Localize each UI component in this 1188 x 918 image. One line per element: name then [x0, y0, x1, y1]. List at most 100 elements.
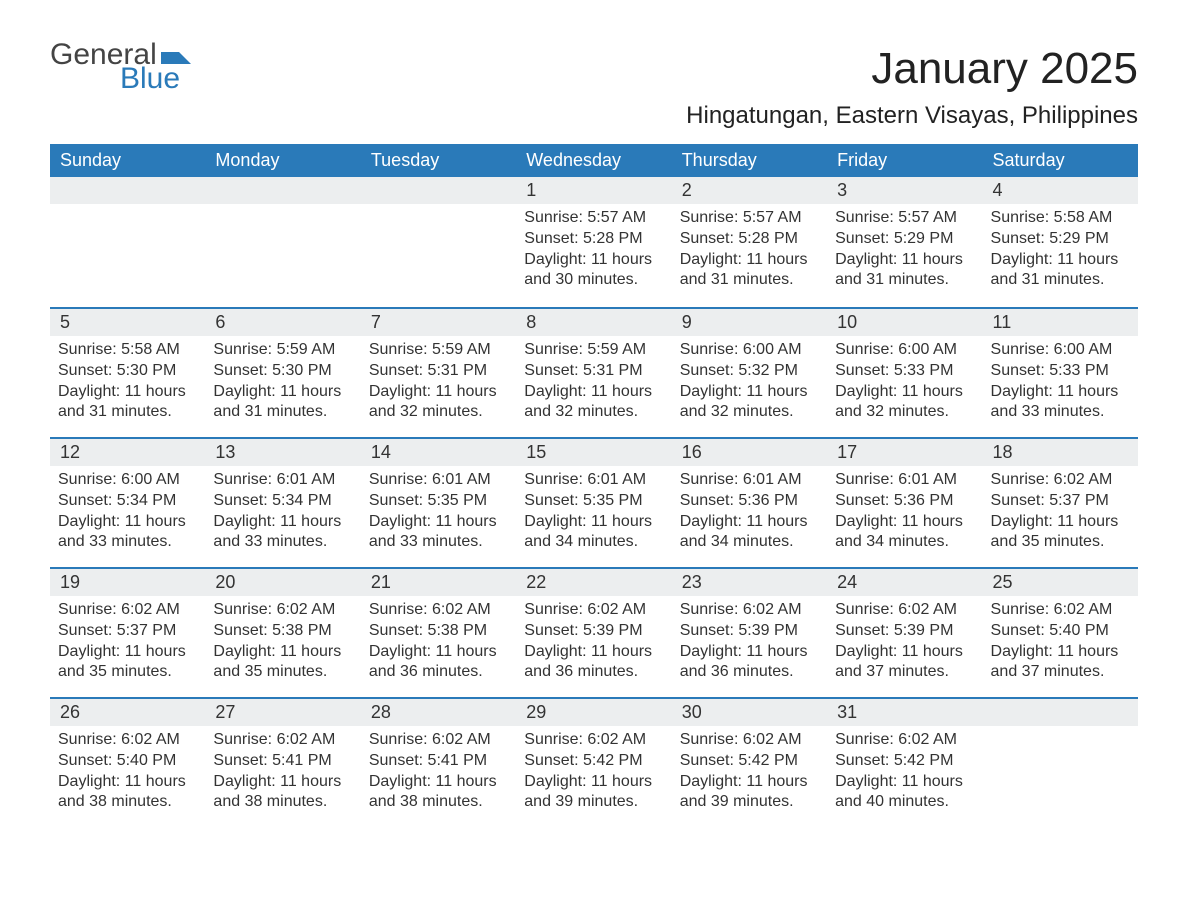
dow-cell: Wednesday [516, 144, 671, 177]
daylight-text: Daylight: 11 hours and 31 minutes. [991, 250, 1130, 292]
day-number: 27 [205, 699, 360, 726]
calendar-day: 13Sunrise: 6:01 AMSunset: 5:34 PMDayligh… [205, 439, 360, 567]
day-number: 10 [827, 309, 982, 336]
sunset-text: Sunset: 5:33 PM [991, 361, 1130, 382]
day-number: 24 [827, 569, 982, 596]
calendar: Sunday Monday Tuesday Wednesday Thursday… [50, 144, 1138, 827]
calendar-day: 3 Sunrise: 5:57 AMSunset: 5:29 PMDaylight… [827, 177, 982, 307]
day-number [50, 177, 205, 204]
sunrise-text: Sunrise: 6:01 AM [680, 470, 819, 491]
daylight-text: Daylight: 11 hours and 38 minutes. [369, 772, 508, 814]
daylight-text: Daylight: 11 hours and 30 minutes. [524, 250, 663, 292]
sunset-text: Sunset: 5:34 PM [58, 491, 197, 512]
day-details: Sunrise: 6:02 AMSunset: 5:38 PMDaylight:… [213, 600, 352, 683]
day-details: Sunrise: 5:58 AMSunset: 5:30 PMDaylight:… [58, 340, 197, 423]
sunset-text: Sunset: 5:41 PM [213, 751, 352, 772]
sunset-text: Sunset: 5:36 PM [835, 491, 974, 512]
day-details: Sunrise: 6:01 AMSunset: 5:36 PMDaylight:… [680, 470, 819, 553]
sunset-text: Sunset: 5:31 PM [369, 361, 508, 382]
calendar-day: 9Sunrise: 6:00 AMSunset: 5:32 PMDaylight… [672, 309, 827, 437]
sunset-text: Sunset: 5:40 PM [58, 751, 197, 772]
sunrise-text: Sunrise: 6:02 AM [680, 600, 819, 621]
calendar-day [361, 177, 516, 307]
calendar-day: 25Sunrise: 6:02 AMSunset: 5:40 PMDayligh… [983, 569, 1138, 697]
calendar-day: 2Sunrise: 5:57 AMSunset: 5:28 PMDaylight… [672, 177, 827, 307]
daylight-text: Daylight: 11 hours and 33 minutes. [213, 512, 352, 554]
daylight-text: Daylight: 11 hours and 36 minutes. [680, 642, 819, 684]
sunrise-text: Sunrise: 6:00 AM [991, 340, 1130, 361]
day-details: Sunrise: 5:59 AMSunset: 5:31 PMDaylight:… [524, 340, 663, 423]
calendar-week: 19 Sunrise: 6:02 AMSunset: 5:37 PMDayligh… [50, 567, 1138, 697]
day-details: Sunrise: 5:58 AMSunset: 5:29 PMDaylight:… [991, 208, 1130, 291]
sunrise-text: Sunrise: 5:57 AM [524, 208, 663, 229]
calendar-day: 6Sunrise: 5:59 AMSunset: 5:30 PMDaylight… [205, 309, 360, 437]
calendar-day: 8 Sunrise: 5:59 AMSunset: 5:31 PMDaylight… [516, 309, 671, 437]
weeks-container: 1 Sunrise: 5:57 AMSunset: 5:28 PMDaylight… [50, 177, 1138, 827]
dow-cell: Sunday [50, 144, 205, 177]
sunrise-text: Sunrise: 5:59 AM [524, 340, 663, 361]
sunset-text: Sunset: 5:38 PM [213, 621, 352, 642]
day-number: 1 [516, 177, 671, 204]
calendar-day [983, 699, 1138, 827]
sunrise-text: Sunrise: 5:59 AM [213, 340, 352, 361]
daylight-text: Daylight: 11 hours and 39 minutes. [680, 772, 819, 814]
sunrise-text: Sunrise: 6:01 AM [835, 470, 974, 491]
calendar-day: 31Sunrise: 6:02 AMSunset: 5:42 PMDayligh… [827, 699, 982, 827]
day-number: 11 [983, 309, 1138, 336]
calendar-day: 23 Sunrise: 6:02 AMSunset: 5:39 PMDayligh… [672, 569, 827, 697]
sunrise-text: Sunrise: 6:02 AM [369, 730, 508, 751]
day-number: 7 [361, 309, 516, 336]
sunrise-text: Sunrise: 6:02 AM [213, 600, 352, 621]
sunset-text: Sunset: 5:42 PM [680, 751, 819, 772]
daylight-text: Daylight: 11 hours and 36 minutes. [369, 642, 508, 684]
calendar-day: 26Sunrise: 6:02 AMSunset: 5:40 PMDayligh… [50, 699, 205, 827]
day-number: 3 [827, 177, 982, 204]
day-details: Sunrise: 6:00 AMSunset: 5:33 PMDaylight:… [835, 340, 974, 423]
day-number: 8 [516, 309, 671, 336]
sunrise-text: Sunrise: 5:57 AM [835, 208, 974, 229]
daylight-text: Daylight: 11 hours and 32 minutes. [524, 382, 663, 424]
day-number: 4 [983, 177, 1138, 204]
sunset-text: Sunset: 5:39 PM [524, 621, 663, 642]
day-details: Sunrise: 6:02 AMSunset: 5:39 PMDaylight:… [680, 600, 819, 683]
daylight-text: Daylight: 11 hours and 39 minutes. [524, 772, 663, 814]
sunset-text: Sunset: 5:40 PM [991, 621, 1130, 642]
sunrise-text: Sunrise: 6:02 AM [58, 600, 197, 621]
day-details: Sunrise: 6:02 AMSunset: 5:42 PMDaylight:… [835, 730, 974, 813]
calendar-day: 21Sunrise: 6:02 AMSunset: 5:38 PMDayligh… [361, 569, 516, 697]
sunrise-text: Sunrise: 6:02 AM [835, 730, 974, 751]
daylight-text: Daylight: 11 hours and 35 minutes. [213, 642, 352, 684]
day-details: Sunrise: 5:57 AMSunset: 5:28 PMDaylight:… [680, 208, 819, 291]
sunrise-text: Sunrise: 6:01 AM [213, 470, 352, 491]
day-details: Sunrise: 6:01 AMSunset: 5:35 PMDaylight:… [369, 470, 508, 553]
daylight-text: Daylight: 11 hours and 31 minutes. [835, 250, 974, 292]
day-details: Sunrise: 6:02 AMSunset: 5:40 PMDaylight:… [991, 600, 1130, 683]
sunrise-text: Sunrise: 6:02 AM [213, 730, 352, 751]
day-details: Sunrise: 6:02 AMSunset: 5:37 PMDaylight:… [58, 600, 197, 683]
sunrise-text: Sunrise: 6:01 AM [369, 470, 508, 491]
sunset-text: Sunset: 5:29 PM [991, 229, 1130, 250]
day-details: Sunrise: 6:01 AMSunset: 5:34 PMDaylight:… [213, 470, 352, 553]
daylight-text: Daylight: 11 hours and 37 minutes. [835, 642, 974, 684]
calendar-day: 27Sunrise: 6:02 AMSunset: 5:41 PMDayligh… [205, 699, 360, 827]
calendar-day: 22Sunrise: 6:02 AMSunset: 5:39 PMDayligh… [516, 569, 671, 697]
calendar-day: 17Sunrise: 6:01 AMSunset: 5:36 PMDayligh… [827, 439, 982, 567]
sunset-text: Sunset: 5:29 PM [835, 229, 974, 250]
day-details: Sunrise: 6:02 AMSunset: 5:38 PMDaylight:… [369, 600, 508, 683]
calendar-day: 24Sunrise: 6:02 AMSunset: 5:39 PMDayligh… [827, 569, 982, 697]
day-number: 19 [50, 569, 205, 596]
day-number: 18 [983, 439, 1138, 466]
day-details: Sunrise: 6:01 AMSunset: 5:35 PMDaylight:… [524, 470, 663, 553]
day-details: Sunrise: 6:01 AMSunset: 5:36 PMDaylight:… [835, 470, 974, 553]
sunset-text: Sunset: 5:42 PM [524, 751, 663, 772]
calendar-week: 12Sunrise: 6:00 AMSunset: 5:34 PMDayligh… [50, 437, 1138, 567]
day-details: Sunrise: 6:02 AMSunset: 5:42 PMDaylight:… [524, 730, 663, 813]
sunset-text: Sunset: 5:42 PM [835, 751, 974, 772]
day-number: 6 [205, 309, 360, 336]
day-details: Sunrise: 6:02 AMSunset: 5:40 PMDaylight:… [58, 730, 197, 813]
day-number: 23 [672, 569, 827, 596]
day-number: 12 [50, 439, 205, 466]
daylight-text: Daylight: 11 hours and 33 minutes. [58, 512, 197, 554]
sunrise-text: Sunrise: 6:02 AM [524, 730, 663, 751]
calendar-week: 5Sunrise: 5:58 AMSunset: 5:30 PMDaylight… [50, 307, 1138, 437]
